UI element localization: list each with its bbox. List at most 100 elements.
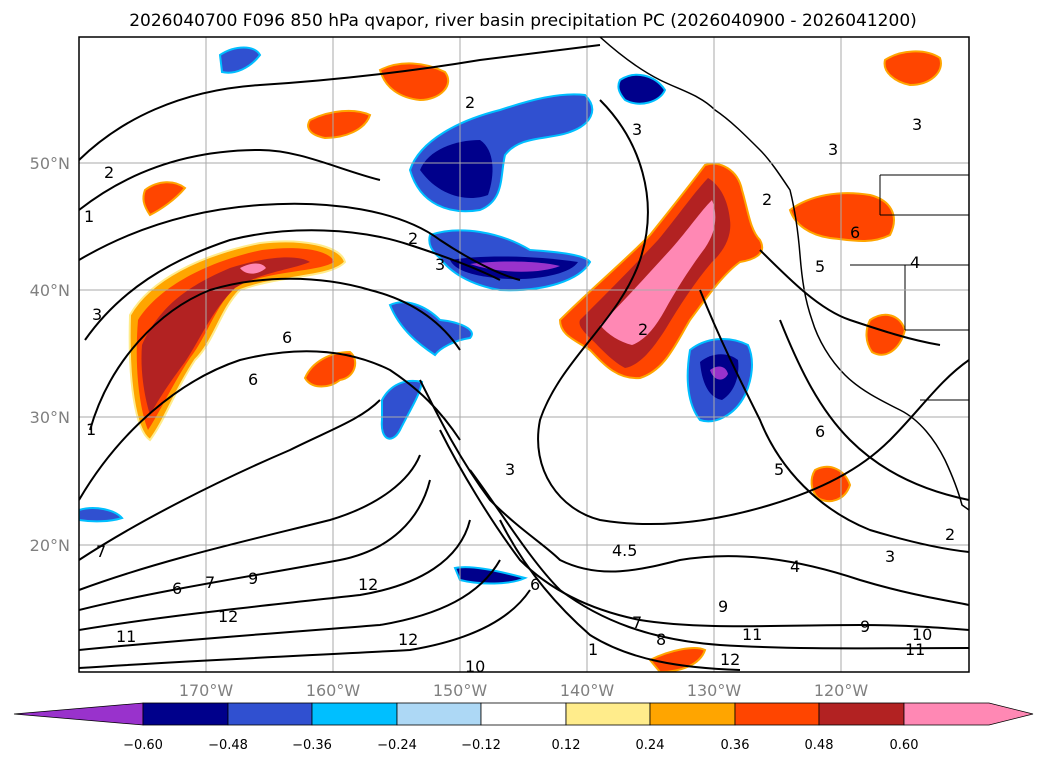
anomaly-region-river-positive-peak <box>600 200 716 345</box>
colorbar-segment <box>227 702 313 726</box>
map-panel: 2 2 1 3 3 1 1 2 3 2 2 3 6 6 7 7 6 9 11 1… <box>78 36 970 676</box>
anomaly-region-west-positive-peak <box>240 263 266 274</box>
map-frame <box>78 36 970 673</box>
figure-title: 2026040700 F096 850 hPa qvapor, river ba… <box>129 11 917 31</box>
lon-label: 150°W <box>433 681 488 700</box>
contour-label: 11 <box>742 625 762 644</box>
contour-label: 3 <box>632 120 642 139</box>
colorbar-tick-label: 0.12 <box>552 738 581 753</box>
contour-label: 6 <box>172 579 182 598</box>
map-layers: 2 2 1 3 3 1 1 2 3 2 2 3 6 6 7 7 6 9 11 1… <box>79 37 969 676</box>
colorbar-segment <box>311 702 398 726</box>
anomaly-region-small-positive-1 <box>303 350 357 388</box>
colorbar-extend-under <box>13 702 144 726</box>
contour-label: 1 <box>588 640 598 659</box>
anomaly-region-south-positive <box>648 647 707 672</box>
colorbar-segment <box>565 702 651 726</box>
grid-lines <box>79 37 969 672</box>
lat-label: 50°N <box>30 154 70 173</box>
lat-label: 20°N <box>30 536 70 555</box>
colorbar-tick-labels: −0.60 −0.48 −0.36 −0.24 −0.12 0.12 0.24 … <box>123 738 918 753</box>
contour-label: 3 <box>92 305 102 324</box>
contour-label: 2 <box>945 525 955 544</box>
lon-label: 140°W <box>560 681 615 700</box>
contour-label: 2 <box>638 320 648 339</box>
coastline <box>599 37 969 511</box>
anomaly-region-north-negative-small <box>617 73 667 105</box>
contour-label: 11 <box>905 640 925 659</box>
contour-label: 3 <box>435 255 445 274</box>
lon-label: 170°W <box>179 681 234 700</box>
anomaly-region-northwest-negative <box>218 46 262 74</box>
colorbar-segment <box>734 702 820 726</box>
longitude-labels: 170°W 160°W 150°W 140°W 130°W 120°W <box>179 681 869 700</box>
colorbar-tick-label: −0.12 <box>461 738 501 753</box>
anomaly-region-coast-positive-2 <box>865 313 907 356</box>
colorbar-tick-label: 0.36 <box>721 738 750 753</box>
colorbar-tick-label: −0.36 <box>292 738 332 753</box>
anomaly-region-west-positive-inner <box>141 257 310 415</box>
contour-label: 2 <box>408 229 418 248</box>
colorbar <box>13 702 1034 726</box>
state-borders <box>850 174 969 401</box>
anomaly-region-negative-3 <box>380 380 424 440</box>
contour-label: 9 <box>248 569 258 588</box>
anomaly-region-coast-positive-1 <box>788 192 895 242</box>
colorbar-segment <box>142 702 229 726</box>
colorbar-segment <box>818 702 905 726</box>
colorbar-tick-label: −0.48 <box>208 738 248 753</box>
shading-layer <box>79 46 942 672</box>
contour-label: 5 <box>774 460 784 479</box>
contour-label: 6 <box>815 422 825 441</box>
colorbar-tick-label: −0.60 <box>123 738 163 753</box>
contour-label: 2 <box>104 163 114 182</box>
qvapor-contours <box>79 44 969 671</box>
contour-label: 3 <box>885 547 895 566</box>
lon-label: 120°W <box>814 681 869 700</box>
colorbar-tick-label: 0.48 <box>805 738 834 753</box>
contour-label: 2 <box>762 190 772 209</box>
contour-label: 8 <box>656 630 666 649</box>
colorbar-segment <box>480 702 567 726</box>
contour-label: 12 <box>358 575 378 594</box>
contour-label: 11 <box>116 627 136 646</box>
lat-label: 40°N <box>30 281 70 300</box>
anomaly-region-small-positive-2 <box>142 181 187 217</box>
contour-label: 6 <box>248 370 258 389</box>
contour-label: 3 <box>828 140 838 159</box>
lat-label: 30°N <box>30 408 70 427</box>
latitude-labels: 50°N 40°N 30°N 20°N <box>30 154 70 555</box>
colorbar-segment <box>396 702 482 726</box>
anomaly-region-negative-2 <box>388 301 473 357</box>
lon-label: 160°W <box>306 681 361 700</box>
contour-label: 3 <box>912 115 922 134</box>
contour-label: 7 <box>205 573 215 592</box>
colorbar-tick-label: 0.60 <box>890 738 919 753</box>
colorbar-segment <box>649 702 736 726</box>
contour-label: 6 <box>850 223 860 242</box>
anomaly-region-north-positive-1 <box>307 109 372 140</box>
anomaly-region-north-negative-core <box>420 140 493 199</box>
contour-label: 4 <box>790 557 800 576</box>
colorbar-extend-over <box>903 702 1034 726</box>
contour-label: 5 <box>815 257 825 276</box>
contour-label: 9 <box>860 617 870 636</box>
contour-label: 6 <box>530 575 540 594</box>
contour-label: 1 <box>86 420 96 439</box>
colorbar-tick-label: −0.24 <box>377 738 417 753</box>
contour-label: 10 <box>465 657 485 676</box>
contour-label: 3 <box>505 460 515 479</box>
anomaly-region-northeast-positive <box>883 50 942 87</box>
contour-label: 7 <box>632 613 642 632</box>
contour-label: 7 <box>96 542 106 561</box>
anomaly-region-west-negative-edge <box>79 507 124 523</box>
lon-label: 130°W <box>687 681 742 700</box>
contour-label: 9 <box>718 597 728 616</box>
colorbar-tick-label: 0.24 <box>636 738 665 753</box>
contour-label: 4 <box>910 253 920 272</box>
contour-label: 1 <box>84 207 94 226</box>
contour-labels: 2 2 1 3 3 1 1 2 3 2 2 3 6 6 7 7 6 9 11 1… <box>84 93 955 676</box>
contour-label: 2 <box>465 93 475 112</box>
contour-label: 12 <box>398 630 418 649</box>
